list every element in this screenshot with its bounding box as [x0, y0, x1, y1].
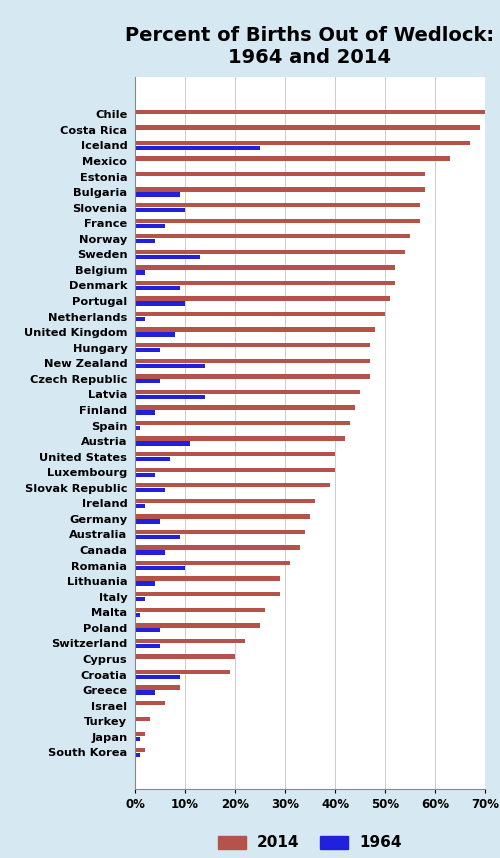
Bar	[135, 737, 140, 741]
Bar	[135, 348, 160, 353]
Bar	[135, 468, 335, 472]
Bar	[135, 223, 165, 228]
Bar	[135, 374, 370, 378]
Bar	[135, 156, 450, 160]
Bar	[135, 441, 190, 446]
Bar	[135, 410, 155, 414]
Bar	[135, 607, 265, 612]
Bar	[135, 390, 360, 394]
Bar	[135, 437, 345, 441]
Bar	[135, 270, 145, 275]
Bar	[135, 529, 305, 535]
Bar	[135, 566, 185, 571]
Bar	[135, 473, 155, 477]
Bar	[135, 208, 185, 212]
Bar	[135, 426, 140, 430]
Bar	[135, 141, 470, 145]
Bar	[135, 483, 330, 487]
Bar	[135, 317, 145, 321]
Bar	[135, 675, 180, 680]
Bar	[135, 519, 160, 523]
Bar	[135, 577, 280, 581]
Bar	[135, 420, 350, 426]
Bar	[135, 488, 165, 492]
Bar	[135, 561, 290, 565]
Bar	[135, 628, 160, 632]
Bar	[135, 550, 165, 554]
Bar	[135, 203, 420, 208]
Bar	[135, 686, 180, 690]
Bar	[135, 192, 180, 196]
Bar	[135, 535, 180, 539]
Bar	[135, 457, 170, 462]
Bar	[135, 265, 395, 269]
Bar	[135, 504, 145, 508]
Bar	[135, 187, 425, 191]
Bar	[135, 250, 405, 254]
Bar	[135, 312, 385, 317]
Bar	[135, 701, 165, 705]
Bar	[135, 546, 300, 550]
Bar	[135, 395, 205, 399]
Bar	[135, 286, 180, 290]
Bar	[135, 364, 205, 368]
Bar	[135, 747, 145, 752]
Bar	[135, 239, 155, 244]
Bar	[135, 255, 200, 259]
Bar	[135, 332, 175, 337]
Bar	[135, 498, 315, 503]
Bar	[135, 125, 480, 130]
Legend: 2014, 1964: 2014, 1964	[211, 828, 409, 857]
Bar	[135, 644, 160, 648]
Bar	[135, 670, 230, 674]
Bar	[135, 452, 335, 456]
Bar	[135, 359, 370, 363]
Bar	[135, 752, 140, 757]
Bar	[135, 638, 245, 644]
Bar	[135, 405, 355, 409]
Bar	[135, 597, 145, 601]
Bar	[135, 328, 375, 332]
Bar	[135, 514, 310, 518]
Bar	[135, 301, 185, 305]
Bar	[135, 623, 260, 627]
Bar	[135, 716, 150, 721]
Bar	[135, 379, 160, 384]
Bar	[135, 732, 145, 736]
Bar	[135, 296, 390, 300]
Bar	[135, 146, 260, 150]
Bar	[135, 110, 485, 114]
Bar	[135, 281, 395, 285]
Bar	[135, 234, 410, 239]
Title: Percent of Births Out of Wedlock:
1964 and 2014: Percent of Births Out of Wedlock: 1964 a…	[126, 27, 494, 67]
Bar	[135, 172, 425, 176]
Bar	[135, 592, 280, 596]
Bar	[135, 219, 420, 223]
Bar	[135, 613, 140, 617]
Bar	[135, 691, 155, 695]
Bar	[135, 655, 235, 659]
Bar	[135, 582, 155, 586]
Bar	[135, 343, 370, 347]
